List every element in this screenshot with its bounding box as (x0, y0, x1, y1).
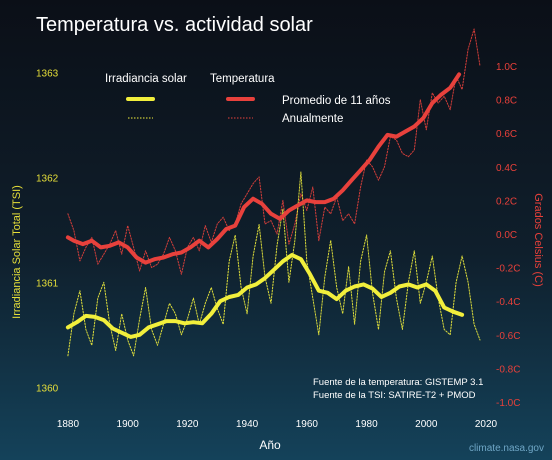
left-tick-label: 1360 (36, 383, 59, 394)
x-tick-label: 1900 (117, 419, 140, 430)
source-note-tsi: Fuente de la TSI: SATIRE-T2 + PMOD (313, 390, 476, 401)
x-tick-label: 1880 (57, 419, 80, 430)
chart-title: Temperatura vs. actividad solar (36, 14, 313, 36)
left-axis-label: Irradiancia Solar Total (TSI) (11, 185, 23, 319)
right-tick-label: 0.2C (496, 196, 517, 207)
right-tick-label: 0.0C (496, 230, 517, 241)
left-tick-label: 1361 (36, 278, 59, 289)
right-tick-label: -0.4C (496, 297, 520, 308)
x-tick-label: 2020 (475, 419, 498, 430)
source-note-temperature: Fuente de la temperatura: GISTEMP 3.1 (313, 377, 484, 388)
left-tick-label: 1362 (36, 173, 59, 184)
right-tick-label: -0.8C (496, 364, 520, 375)
x-tick-label: 1980 (355, 419, 378, 430)
temperature-annual-line (67, 28, 481, 275)
left-tick-label: 1363 (36, 68, 59, 79)
right-tick-label: -0.6C (496, 331, 520, 342)
right-tick-label: 0.8C (496, 96, 517, 107)
x-tick-label: 2000 (415, 419, 438, 430)
right-tick-label: 1.0C (496, 62, 517, 73)
tsi-smooth-line (65, 253, 465, 339)
x-tick-label: 1940 (236, 419, 259, 430)
legend-group-tsi: Irradiancia solar (105, 73, 187, 85)
temperature-smooth-line (65, 72, 462, 265)
source-notes: Fuente de la temperatura: GISTEMP 3.1 Fu… (313, 376, 483, 402)
x-tick-label: 1960 (296, 419, 319, 430)
right-tick-label: 0.6C (496, 129, 517, 140)
right-axis-label: Grados Celsius (C) (532, 193, 544, 287)
right-tick-label: 0.4C (496, 163, 517, 174)
x-axis-label: Año (259, 438, 281, 452)
legend-label-smooth: Promedio de 11 años (282, 95, 391, 107)
credit-link[interactable]: climate.nasa.gov (468, 443, 544, 454)
right-tick-label: -1.0C (496, 398, 520, 409)
legend-label-annual: Anualmente (282, 113, 344, 125)
right-tick-label: -0.2C (496, 264, 520, 275)
legend-group-temp: Temperatura (210, 73, 275, 85)
tsi-annual-line (67, 171, 481, 357)
x-tick-label: 1920 (176, 419, 199, 430)
